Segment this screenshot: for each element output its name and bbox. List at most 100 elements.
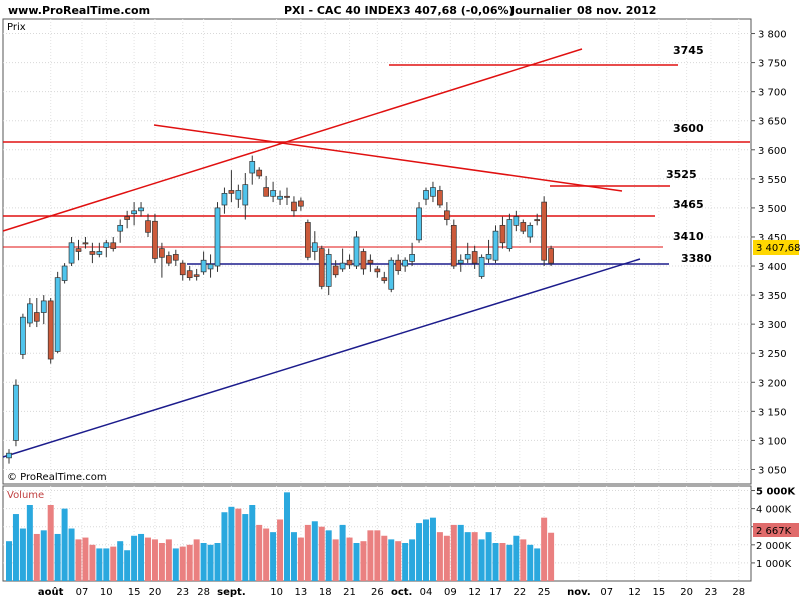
candle xyxy=(228,170,235,203)
candle xyxy=(437,185,443,208)
candle-body xyxy=(318,248,325,287)
volume-bar xyxy=(214,543,221,581)
volume-bar xyxy=(117,541,124,581)
volume-bar xyxy=(499,543,506,581)
date-tick-label: 10 xyxy=(270,587,283,598)
candle-body xyxy=(346,259,353,266)
candle xyxy=(221,187,228,214)
volume-bar xyxy=(19,528,26,581)
candle xyxy=(416,202,422,243)
candle-body xyxy=(82,242,89,245)
date-tick-label: 09 xyxy=(444,587,457,598)
date-tick-label: 20 xyxy=(149,587,162,598)
candle-body xyxy=(159,248,165,258)
last-price-tag-text: 3 407,68 xyxy=(756,243,800,254)
candle xyxy=(103,239,110,258)
candle xyxy=(291,196,297,217)
candle xyxy=(152,213,158,264)
candle xyxy=(402,257,408,272)
candle-body xyxy=(145,220,151,233)
candle xyxy=(207,254,214,278)
candle-body xyxy=(360,251,367,270)
date-tick-label: 23 xyxy=(705,587,718,598)
volume-bar xyxy=(443,535,450,581)
volume-bar xyxy=(256,524,263,581)
watermark: © ProRealTime.com xyxy=(7,472,107,483)
last-volume-tag-bg xyxy=(753,523,799,537)
candle xyxy=(409,242,415,267)
candle-body xyxy=(381,277,388,281)
volume-bar xyxy=(158,543,165,581)
candle-body xyxy=(193,274,200,277)
candle-body xyxy=(138,207,144,212)
volume-bar xyxy=(429,517,436,581)
candle xyxy=(145,213,151,237)
candle xyxy=(277,190,283,205)
volume-bar xyxy=(381,535,388,581)
date-tick-label: août xyxy=(38,586,64,598)
volume-bar xyxy=(402,543,409,581)
candle-body xyxy=(437,190,443,206)
candle xyxy=(256,167,263,179)
candle-body xyxy=(367,259,374,264)
volume-bar xyxy=(138,533,145,581)
price-tick-label: 3 750 xyxy=(758,59,787,70)
volume-bar xyxy=(131,535,138,581)
rising-support-line xyxy=(2,258,641,458)
candle xyxy=(263,175,269,197)
candle-body xyxy=(186,270,193,279)
volume-tick-label: 2 000K xyxy=(756,541,792,552)
volume-bar xyxy=(6,541,12,581)
candle-body xyxy=(464,254,471,260)
candle xyxy=(534,213,541,226)
candle xyxy=(186,266,193,281)
date-tick-label: 18 xyxy=(319,587,332,598)
date-tick-label: 10 xyxy=(100,587,113,598)
level-label-3380: 3380 xyxy=(681,252,712,265)
volume-bar xyxy=(263,528,270,581)
volume-bar xyxy=(325,530,332,581)
volume-bar xyxy=(96,548,103,581)
candle-body xyxy=(200,259,207,273)
date-tick-label: 25 xyxy=(538,587,551,598)
candle-body xyxy=(450,224,457,267)
candle-body xyxy=(68,242,75,264)
candle-body xyxy=(332,265,339,276)
candle-body xyxy=(207,263,214,270)
date-tick-label: 20 xyxy=(680,587,693,598)
candle xyxy=(20,313,26,360)
candle-body xyxy=(325,254,332,287)
volume-bar xyxy=(61,508,68,581)
candle-body xyxy=(214,207,221,267)
candle-body xyxy=(61,265,68,281)
candle xyxy=(325,248,332,296)
candle-body xyxy=(534,219,541,222)
candle-body xyxy=(242,184,249,206)
candle xyxy=(179,260,186,281)
date-tick-label: nov. xyxy=(567,587,591,598)
date-axis: août 07 10 15 20 23 28 sept. 10 13 18 21 26 oct. 04 09 1… xyxy=(38,586,745,598)
candle-body xyxy=(277,195,283,200)
candle xyxy=(332,260,339,278)
volume-bar-series[interactable] xyxy=(6,492,555,581)
volume-bar xyxy=(395,541,402,581)
date-tick-label: 12 xyxy=(628,587,641,598)
candle xyxy=(6,449,12,464)
volume-bar xyxy=(457,524,464,581)
volume-bar xyxy=(332,539,339,581)
price-tick-label: 3 450 xyxy=(758,233,787,244)
volume-bar xyxy=(346,537,353,581)
price-tick-label: 3 100 xyxy=(758,436,787,447)
candlestick-series[interactable] xyxy=(6,155,554,464)
volume-bar xyxy=(520,539,527,581)
volume-bar xyxy=(165,539,172,581)
price-gridlines xyxy=(3,19,751,484)
candle-body xyxy=(47,300,54,360)
candle xyxy=(450,219,457,269)
candle xyxy=(298,197,304,211)
level-label-3745: 3745 xyxy=(673,44,704,57)
volume-bar xyxy=(450,524,457,581)
price-axis: 3 050 3 100 3 150 3 200 3 250 3 300 3 350 3 400… xyxy=(751,30,787,476)
candle xyxy=(548,245,554,267)
